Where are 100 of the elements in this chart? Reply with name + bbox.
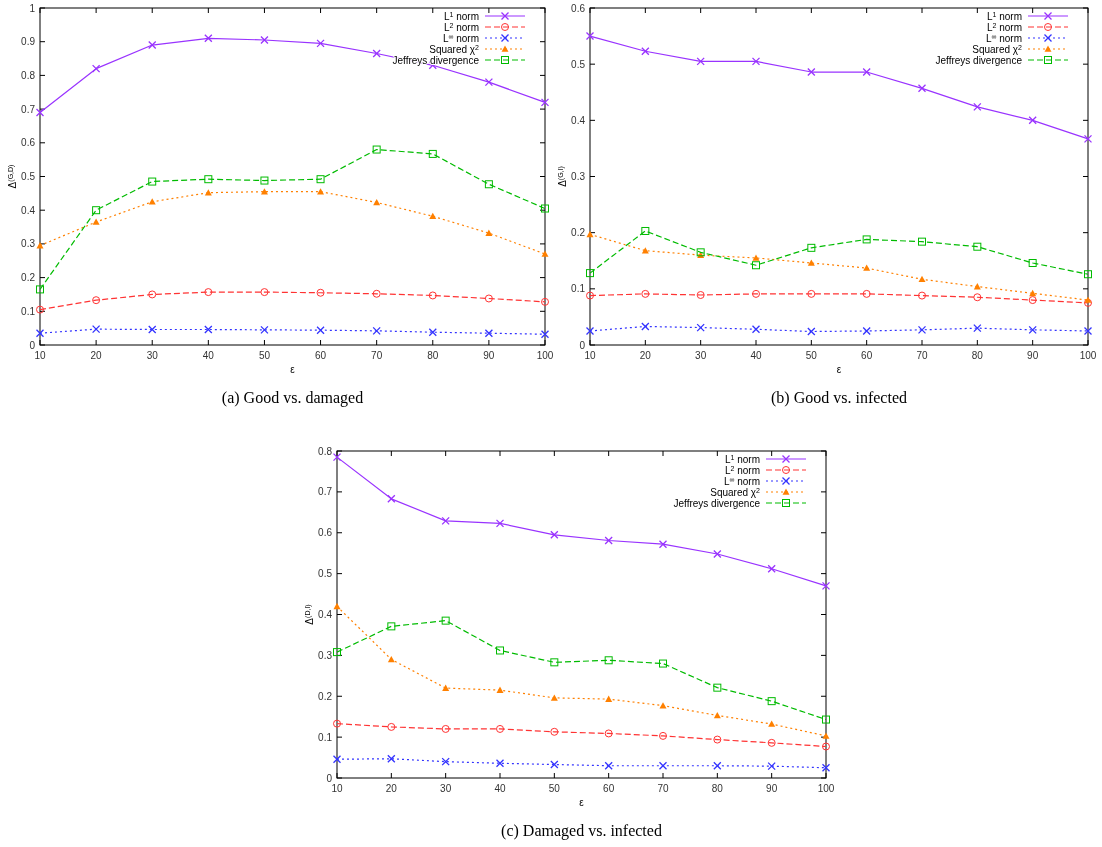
x-tick-label: 70 xyxy=(371,350,383,361)
point xyxy=(807,259,815,266)
point xyxy=(604,656,613,665)
x-tick-label: 90 xyxy=(1027,350,1039,361)
point xyxy=(428,291,437,300)
x-tick-label: 50 xyxy=(258,350,271,361)
point xyxy=(807,289,816,298)
x-tick-label: 10 xyxy=(34,350,46,361)
point xyxy=(713,711,721,719)
point xyxy=(1084,270,1092,279)
legend-label: L$^{∞}$ norm xyxy=(985,32,1022,44)
point xyxy=(333,648,341,657)
point xyxy=(751,57,761,66)
point xyxy=(862,326,871,336)
point xyxy=(918,275,926,283)
point xyxy=(586,269,594,278)
point xyxy=(752,254,760,261)
point xyxy=(372,289,381,298)
x-tick-label: 30 xyxy=(695,350,707,361)
point xyxy=(767,738,776,747)
x-tick-label: 90 xyxy=(766,783,778,794)
point xyxy=(260,176,269,185)
y-tick-label: 0.4 xyxy=(21,204,36,216)
legend-label: Squared χ$^{2}$ xyxy=(972,43,1023,55)
point xyxy=(862,67,871,77)
point xyxy=(658,540,668,549)
point xyxy=(372,326,381,335)
point xyxy=(641,226,650,235)
x-tick-label: 100 xyxy=(817,783,835,794)
y-tick-label: 0.6 xyxy=(318,527,333,539)
y-tick-label: 0.7 xyxy=(21,103,36,115)
x-tick-label: 40 xyxy=(202,350,215,361)
x-tick-label: 100 xyxy=(536,350,554,361)
point xyxy=(373,198,381,206)
legend-label: L$^{2}$ norm xyxy=(724,464,760,476)
point xyxy=(441,724,450,733)
y-tick-label: 0.3 xyxy=(21,238,36,250)
point xyxy=(807,67,816,77)
legend-label: Jeffreys divergence xyxy=(935,55,1023,66)
point xyxy=(862,235,871,244)
x-tick-label: 80 xyxy=(711,783,724,794)
point xyxy=(767,564,776,573)
point xyxy=(541,204,549,213)
point xyxy=(1029,289,1037,297)
x-axis-title: ε xyxy=(579,797,585,808)
point xyxy=(973,102,982,111)
point xyxy=(713,761,722,770)
point xyxy=(496,724,504,733)
point xyxy=(752,289,760,298)
point xyxy=(550,694,558,701)
y-tick-label: 0 xyxy=(29,339,36,351)
x-tick-label: 70 xyxy=(657,783,669,794)
x-tick-label: 90 xyxy=(483,350,495,361)
point xyxy=(204,175,213,184)
y-tick-label: 0.6 xyxy=(21,137,36,149)
point xyxy=(372,145,381,154)
point xyxy=(807,327,816,336)
legend-label: L$^{2}$ norm xyxy=(443,21,479,33)
point xyxy=(863,264,871,271)
point xyxy=(148,177,157,186)
point xyxy=(696,57,705,66)
point xyxy=(641,322,650,331)
point xyxy=(148,290,157,299)
point xyxy=(973,324,982,333)
x-tick-label: 80 xyxy=(971,350,984,361)
point xyxy=(918,237,926,246)
point xyxy=(204,34,213,43)
point xyxy=(585,326,595,336)
point xyxy=(260,288,269,297)
point xyxy=(586,291,594,300)
point xyxy=(641,47,650,56)
point xyxy=(441,516,450,526)
point xyxy=(604,729,613,738)
point xyxy=(605,695,613,702)
y-tick-label: 0.1 xyxy=(21,305,36,317)
point xyxy=(767,762,776,771)
legend-label: L$^{1}$ norm xyxy=(986,10,1022,22)
point xyxy=(768,720,776,727)
point xyxy=(260,35,269,45)
point xyxy=(604,761,613,770)
legend-label: L$^{2}$ norm xyxy=(986,21,1022,33)
point xyxy=(1028,259,1037,267)
point xyxy=(752,261,760,270)
legend-label: Squared χ$^{2}$ xyxy=(710,486,761,498)
x-tick-label: 50 xyxy=(805,350,818,361)
point xyxy=(641,247,649,254)
point xyxy=(92,206,101,215)
point xyxy=(604,536,613,545)
legend-label: L$^{∞}$ norm xyxy=(723,475,760,487)
y-tick-label: 0.5 xyxy=(571,58,586,70)
point xyxy=(822,715,830,724)
point xyxy=(35,329,45,338)
point xyxy=(91,325,101,334)
point xyxy=(550,727,559,736)
x-tick-label: 20 xyxy=(639,350,652,361)
point xyxy=(316,326,325,335)
point xyxy=(917,325,927,334)
point xyxy=(713,735,722,744)
x-tick-label: 40 xyxy=(750,350,762,361)
point xyxy=(1083,134,1093,144)
